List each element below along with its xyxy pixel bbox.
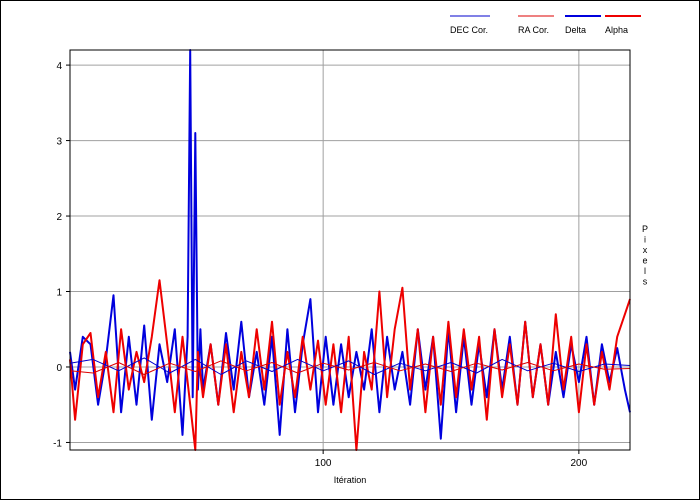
y-axis-label-char: e: [642, 256, 647, 266]
legend-label: Alpha: [605, 25, 628, 35]
y-tick-label: -1: [53, 438, 62, 449]
x-tick-label: 200: [571, 458, 588, 469]
y-tick-label: 3: [56, 137, 62, 148]
y-axis-label-char: x: [643, 245, 648, 255]
y-tick-label: 1: [56, 288, 62, 299]
plot-border: [69, 49, 631, 451]
x-tick-label: 100: [315, 458, 332, 469]
y-tick-label: 2: [56, 212, 62, 223]
series-line-alpha: [69, 279, 631, 451]
y-axis-label-char: i: [644, 235, 646, 245]
legend-label: DEC Cor.: [450, 25, 488, 35]
legend-label: Delta: [565, 25, 586, 35]
plot-area: [70, 50, 630, 450]
y-axis-label-char: P: [642, 224, 648, 234]
y-tick-label: 4: [56, 61, 62, 72]
series-line-ra-cor: [69, 360, 631, 375]
y-axis-label-char: s: [643, 277, 648, 287]
legend-label: RA Cor.: [518, 25, 549, 35]
series-line-dec-cor: [69, 357, 631, 375]
y-tick-label: 0: [56, 363, 62, 374]
x-axis-label: Itération: [334, 475, 367, 485]
y-axis-label-char: l: [644, 266, 646, 276]
